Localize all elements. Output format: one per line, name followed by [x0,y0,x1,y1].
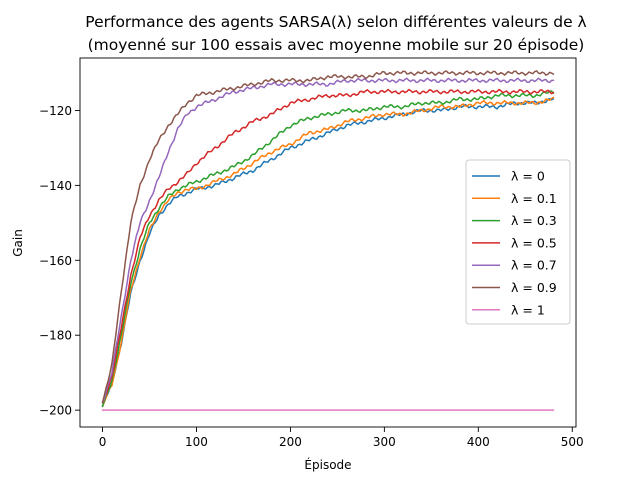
y-tick-label: −120 [39,104,72,118]
x-tick-label: 0 [99,435,107,449]
series-line-4 [101,77,555,404]
legend-label-0: λ = 0 [511,169,545,184]
legend-items: λ = 0 λ = 0.1 λ = 0.3 λ = 0.5 λ = 0.7 λ = 0.9… [472,169,557,317]
y-tick-label: −160 [39,254,72,268]
x-tick-label: 100 [185,435,208,449]
axes-frame [79,57,577,428]
y-tick-label: −200 [39,404,72,418]
y-axis-label: Gain [11,229,25,257]
chart-title-line-1: Performance des agents SARSA(λ) selon di… [85,13,586,31]
legend-box [465,159,571,325]
series-lines [101,70,555,411]
legend-label-3: λ = 0.5 [511,235,557,250]
series-line-2 [101,90,555,408]
legend-label-4: λ = 0.7 [511,258,557,273]
y-tick-label: −180 [39,329,72,343]
series-line-5 [101,70,555,404]
legend-label-6: λ = 1 [511,302,545,317]
x-tick-label: 400 [467,435,490,449]
x-tick-label: 500 [561,435,584,449]
legend: λ = 0 λ = 0.1 λ = 0.3 λ = 0.5 λ = 0.7 λ = 0.9… [465,159,571,325]
x-axis-ticks: 0 100 200 300 400 500 [99,427,584,449]
y-axis-ticks: −200 −180 −160 −140 −120 [39,104,80,418]
x-axis-label: Épisode [304,457,351,472]
legend-label-2: λ = 0.3 [511,213,557,228]
chart-title-line-2: (moyenné sur 100 essais avec moyenne mob… [88,36,585,54]
legend-label-5: λ = 0.9 [511,280,557,295]
series-line-3 [101,88,555,404]
x-tick-label: 300 [373,435,396,449]
legend-label-1: λ = 0.1 [511,191,557,206]
y-tick-label: −140 [39,179,72,193]
series-line-1 [101,96,555,408]
series-line-0 [101,97,555,408]
x-tick-label: 200 [279,435,302,449]
